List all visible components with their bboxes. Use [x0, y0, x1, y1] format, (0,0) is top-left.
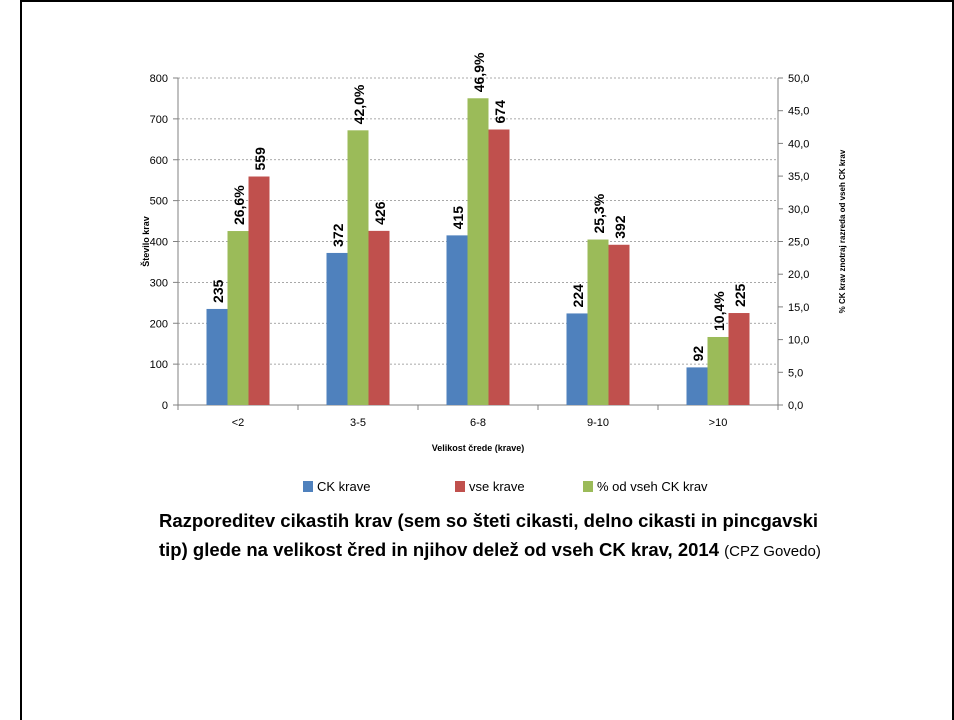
data-label: 225: [732, 283, 748, 307]
data-label: 415: [450, 206, 466, 230]
legend-label: CK krave: [317, 479, 370, 494]
bar: [566, 313, 588, 405]
y2-tick-label: 20,0: [788, 269, 809, 281]
bar: [248, 176, 270, 405]
legend-swatch: [455, 481, 465, 492]
data-label: 10,4%: [711, 291, 727, 331]
y2-tick-label: 35,0: [788, 171, 809, 183]
data-label: 235: [210, 279, 226, 303]
y-tick-label: 600: [150, 155, 168, 167]
chart-caption: Razporeditev cikastih krav (sem so šteti…: [159, 506, 849, 566]
data-label: 26,6%: [231, 185, 247, 225]
caption-text: Razporeditev cikastih krav (sem so šteti…: [159, 510, 819, 560]
legend-swatch: [583, 481, 593, 492]
y2-tick-label: 50,0: [788, 73, 809, 85]
bar: [326, 252, 348, 405]
bar: [347, 130, 369, 405]
y-tick-label: 300: [150, 277, 168, 289]
data-label: 92: [690, 346, 706, 362]
data-label: 674: [492, 100, 508, 124]
x-tick-label: >10: [709, 417, 728, 429]
y-axis-title: Število krav: [140, 216, 151, 267]
x-tick-label: 6-8: [470, 417, 486, 429]
y2-tick-label: 45,0: [788, 106, 809, 118]
y-tick-label: 100: [150, 359, 168, 371]
bar: [227, 231, 249, 405]
y2-tick-label: 30,0: [788, 204, 809, 216]
bar: [686, 367, 708, 405]
y2-tick-label: 40,0: [788, 138, 809, 150]
legend-label: % od vseh CK krav: [597, 479, 708, 494]
y-tick-label: 400: [150, 237, 168, 249]
data-label: 42,0%: [351, 84, 367, 124]
data-label: 372: [330, 223, 346, 247]
x-tick-label: <2: [232, 417, 245, 429]
y2-tick-label: 10,0: [788, 335, 809, 347]
x-axis-title: Velikost črede (krave): [432, 443, 525, 453]
legend-swatch: [303, 481, 313, 492]
y-tick-label: 500: [150, 196, 168, 208]
data-label: 426: [372, 201, 388, 225]
x-tick-label: 9-10: [587, 417, 609, 429]
y-tick-label: 0: [162, 400, 168, 412]
bar: [467, 98, 489, 406]
y-tick-label: 700: [150, 114, 168, 126]
legend-label: vse krave: [469, 479, 525, 494]
bar: [587, 239, 609, 405]
bar: [608, 244, 630, 405]
y-tick-label: 800: [150, 73, 168, 85]
y2-tick-label: 15,0: [788, 302, 809, 314]
data-label: 559: [252, 147, 268, 171]
y2-tick-label: 0,0: [788, 400, 803, 412]
bar: [206, 308, 228, 405]
bar: [707, 336, 729, 405]
bar: [446, 235, 468, 405]
y2-axis-title: % CK krav znotraj razreda od vseh CK kra…: [838, 149, 847, 313]
caption-source: (CPZ Govedo): [724, 543, 821, 560]
data-label: 224: [570, 284, 586, 308]
y-tick-label: 200: [150, 318, 168, 330]
y2-tick-label: 5,0: [788, 367, 803, 379]
bar: [368, 230, 390, 405]
y2-tick-label: 25,0: [788, 237, 809, 249]
data-label: 25,3%: [591, 193, 607, 233]
bar: [728, 313, 750, 405]
x-tick-label: 3-5: [350, 417, 366, 429]
data-label: 46,9%: [471, 52, 487, 92]
data-label: 392: [612, 215, 628, 239]
bar: [488, 129, 510, 405]
